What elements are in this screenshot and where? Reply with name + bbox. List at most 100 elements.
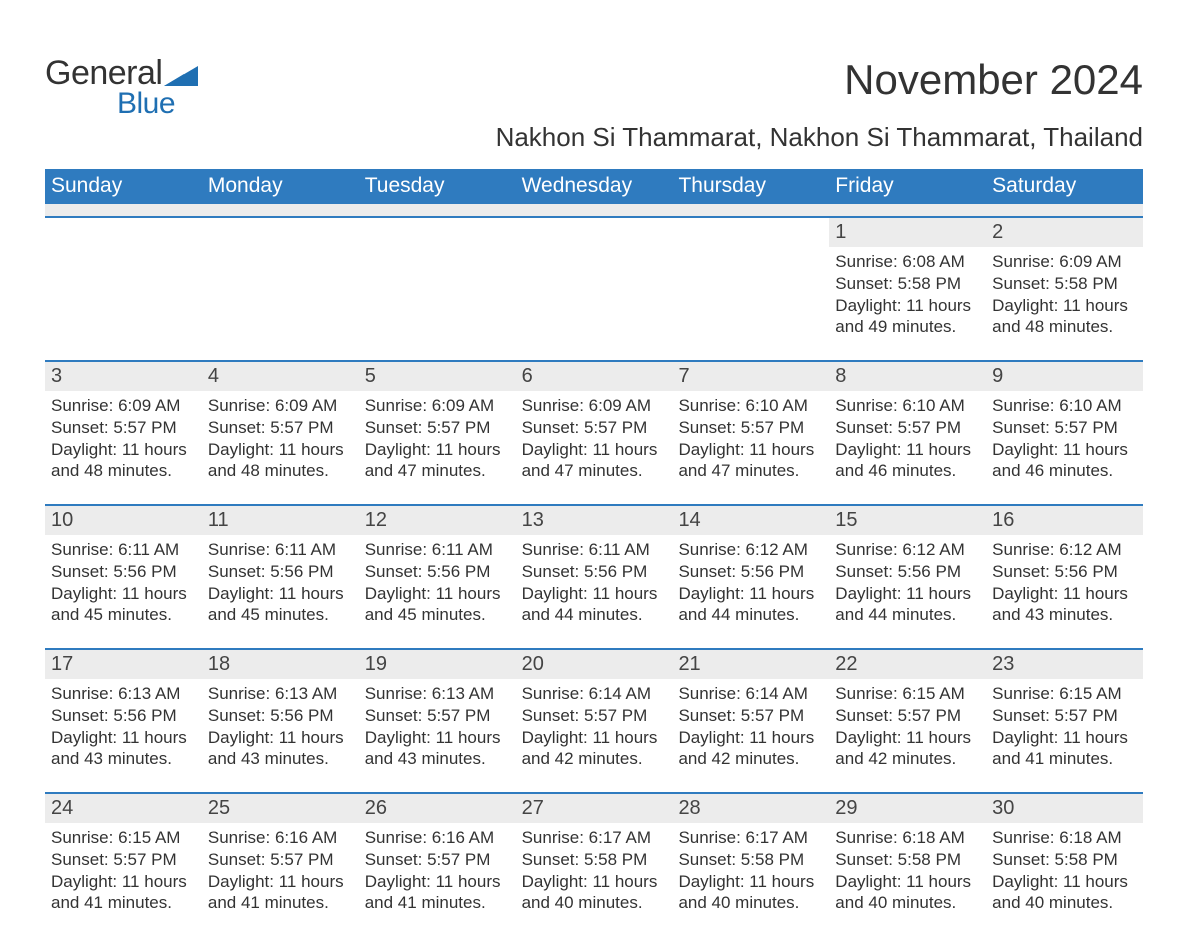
day-content: Sunrise: 6:13 AMSunset: 5:57 PMDaylight:… (365, 683, 510, 770)
sunrise-text: Sunrise: 6:09 AM (208, 395, 353, 417)
day-number: 7 (672, 362, 829, 391)
day-cell: 6Sunrise: 6:09 AMSunset: 5:57 PMDaylight… (516, 362, 673, 504)
week-row: 24Sunrise: 6:15 AMSunset: 5:57 PMDayligh… (45, 792, 1143, 936)
day-number: 18 (202, 650, 359, 679)
day-content: Sunrise: 6:17 AMSunset: 5:58 PMDaylight:… (678, 827, 823, 914)
daylight-text: Daylight: 11 hours and 48 minutes. (208, 439, 353, 483)
empty-day (672, 218, 829, 360)
daylight-text: Daylight: 11 hours and 44 minutes. (522, 583, 667, 627)
day-cell: 21Sunrise: 6:14 AMSunset: 5:57 PMDayligh… (672, 650, 829, 792)
weekday-header: Wednesday (516, 169, 673, 204)
day-content: Sunrise: 6:16 AMSunset: 5:57 PMDaylight:… (208, 827, 353, 914)
daylight-text: Daylight: 11 hours and 45 minutes. (51, 583, 196, 627)
day-cell: 1Sunrise: 6:08 AMSunset: 5:58 PMDaylight… (829, 218, 986, 360)
day-content: Sunrise: 6:12 AMSunset: 5:56 PMDaylight:… (992, 539, 1137, 626)
sunrise-text: Sunrise: 6:13 AM (208, 683, 353, 705)
triangle-icon (164, 66, 198, 86)
day-content: Sunrise: 6:09 AMSunset: 5:57 PMDaylight:… (365, 395, 510, 482)
sunset-text: Sunset: 5:56 PM (51, 705, 196, 727)
daylight-text: Daylight: 11 hours and 48 minutes. (51, 439, 196, 483)
day-cell: 13Sunrise: 6:11 AMSunset: 5:56 PMDayligh… (516, 506, 673, 648)
day-content: Sunrise: 6:10 AMSunset: 5:57 PMDaylight:… (835, 395, 980, 482)
sunset-text: Sunset: 5:56 PM (208, 705, 353, 727)
day-cell: 14Sunrise: 6:12 AMSunset: 5:56 PMDayligh… (672, 506, 829, 648)
sunset-text: Sunset: 5:57 PM (678, 417, 823, 439)
daylight-text: Daylight: 11 hours and 40 minutes. (992, 871, 1137, 915)
daylight-text: Daylight: 11 hours and 40 minutes. (835, 871, 980, 915)
day-number: 30 (986, 794, 1143, 823)
daylight-text: Daylight: 11 hours and 40 minutes. (522, 871, 667, 915)
daylight-text: Daylight: 11 hours and 43 minutes. (208, 727, 353, 771)
day-cell: 10Sunrise: 6:11 AMSunset: 5:56 PMDayligh… (45, 506, 202, 648)
day-cell: 7Sunrise: 6:10 AMSunset: 5:57 PMDaylight… (672, 362, 829, 504)
sunset-text: Sunset: 5:57 PM (678, 705, 823, 727)
sunrise-text: Sunrise: 6:11 AM (208, 539, 353, 561)
sunset-text: Sunset: 5:58 PM (522, 849, 667, 871)
day-cell: 26Sunrise: 6:16 AMSunset: 5:57 PMDayligh… (359, 794, 516, 936)
sunrise-text: Sunrise: 6:13 AM (51, 683, 196, 705)
day-cell: 18 Sunrise: 6:13 AMSunset: 5:56 PMDayligh… (202, 650, 359, 792)
day-number: 5 (359, 362, 516, 391)
sunrise-text: Sunrise: 6:13 AM (365, 683, 510, 705)
empty-day (202, 218, 359, 360)
day-number: 8 (829, 362, 986, 391)
logo: General Blue (45, 28, 198, 121)
daylight-text: Daylight: 11 hours and 42 minutes. (522, 727, 667, 771)
day-number: 28 (672, 794, 829, 823)
day-cell: 29Sunrise: 6:18 AMSunset: 5:58 PMDayligh… (829, 794, 986, 936)
day-cell: 12 Sunrise: 6:11 AMSunset: 5:56 PMDayligh… (359, 506, 516, 648)
day-content: Sunrise: 6:15 AMSunset: 5:57 PMDaylight:… (51, 827, 196, 914)
empty-day (516, 218, 673, 360)
day-content: Sunrise: 6:12 AMSunset: 5:56 PMDaylight:… (835, 539, 980, 626)
sunset-text: Sunset: 5:57 PM (365, 705, 510, 727)
title-block: November 2024 Nakhon Si Thammarat, Nakho… (496, 28, 1143, 153)
sunset-text: Sunset: 5:57 PM (835, 417, 980, 439)
day-content: Sunrise: 6:13 AMSunset: 5:56 PMDaylight:… (208, 683, 353, 770)
day-cell: 28 Sunrise: 6:17 AMSunset: 5:58 PMDayligh… (672, 794, 829, 936)
day-cell: 16 Sunrise: 6:12 AMSunset: 5:56 PMDayligh… (986, 506, 1143, 648)
sunrise-text: Sunrise: 6:12 AM (678, 539, 823, 561)
weekday-header: Saturday (986, 169, 1143, 204)
sunrise-text: Sunrise: 6:17 AM (522, 827, 667, 849)
sunset-text: Sunset: 5:58 PM (992, 273, 1137, 295)
day-cell: 8 Sunrise: 6:10 AMSunset: 5:57 PMDaylight… (829, 362, 986, 504)
sunrise-text: Sunrise: 6:09 AM (365, 395, 510, 417)
weeks-container: 1Sunrise: 6:08 AMSunset: 5:58 PMDaylight… (45, 216, 1143, 936)
day-cell: 2Sunrise: 6:09 AMSunset: 5:58 PMDaylight… (986, 218, 1143, 360)
sunset-text: Sunset: 5:57 PM (992, 417, 1137, 439)
daylight-text: Daylight: 11 hours and 47 minutes. (365, 439, 510, 483)
daylight-text: Daylight: 11 hours and 46 minutes. (992, 439, 1137, 483)
day-cell: 11Sunrise: 6:11 AMSunset: 5:56 PMDayligh… (202, 506, 359, 648)
sunset-text: Sunset: 5:57 PM (365, 417, 510, 439)
sunrise-text: Sunrise: 6:09 AM (992, 251, 1137, 273)
daylight-text: Daylight: 11 hours and 44 minutes. (678, 583, 823, 627)
day-number: 22 (829, 650, 986, 679)
day-cell: 30Sunrise: 6:18 AMSunset: 5:58 PMDayligh… (986, 794, 1143, 936)
day-content: Sunrise: 6:15 AMSunset: 5:57 PMDaylight:… (835, 683, 980, 770)
weekday-header: Friday (829, 169, 986, 204)
filler-row (45, 204, 1143, 216)
sunset-text: Sunset: 5:57 PM (835, 705, 980, 727)
sunset-text: Sunset: 5:57 PM (522, 705, 667, 727)
day-number: 12 (359, 506, 516, 535)
day-number: 20 (516, 650, 673, 679)
sunrise-text: Sunrise: 6:11 AM (365, 539, 510, 561)
sunrise-text: Sunrise: 6:15 AM (835, 683, 980, 705)
sunrise-text: Sunrise: 6:16 AM (365, 827, 510, 849)
calendar-grid: SundayMondayTuesdayWednesdayThursdayFrid… (45, 169, 1143, 936)
day-content: Sunrise: 6:11 AMSunset: 5:56 PMDaylight:… (365, 539, 510, 626)
logo-text-blue: Blue (117, 87, 198, 121)
day-cell: 20Sunrise: 6:14 AMSunset: 5:57 PMDayligh… (516, 650, 673, 792)
day-cell: 9Sunrise: 6:10 AMSunset: 5:57 PMDaylight… (986, 362, 1143, 504)
sunrise-text: Sunrise: 6:09 AM (51, 395, 196, 417)
day-number: 16 (986, 506, 1143, 535)
day-number: 27 (516, 794, 673, 823)
sunset-text: Sunset: 5:56 PM (208, 561, 353, 583)
day-content: Sunrise: 6:11 AMSunset: 5:56 PMDaylight:… (208, 539, 353, 626)
daylight-text: Daylight: 11 hours and 42 minutes. (835, 727, 980, 771)
day-cell: 27 Sunrise: 6:17 AMSunset: 5:58 PMDayligh… (516, 794, 673, 936)
day-number: 21 (672, 650, 829, 679)
daylight-text: Daylight: 11 hours and 41 minutes. (208, 871, 353, 915)
day-content: Sunrise: 6:08 AMSunset: 5:58 PMDaylight:… (835, 251, 980, 338)
sunrise-text: Sunrise: 6:15 AM (51, 827, 196, 849)
